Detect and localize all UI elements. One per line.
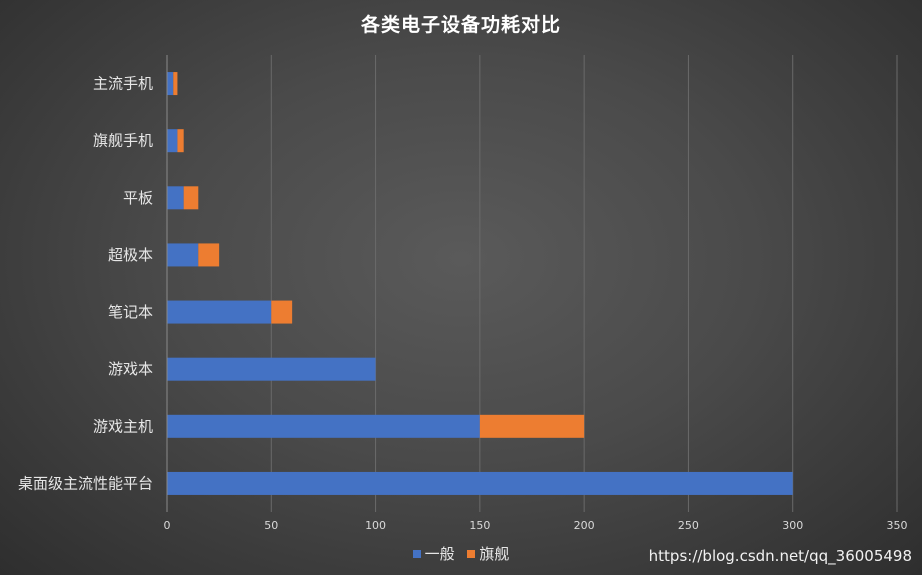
legend-item-general: 一般 [412, 543, 455, 564]
category-label: 旗舰手机 [93, 132, 153, 150]
bar-flagship [271, 300, 293, 324]
category-label: 游戏主机 [93, 417, 153, 435]
watermark-url: https://blog.csdn.net/qq_36005498 [648, 547, 912, 565]
bar-general [167, 300, 272, 324]
bar-flagship [173, 72, 178, 96]
category-label: 游戏本 [108, 360, 153, 378]
bar-general [167, 186, 184, 210]
x-tick-label: 350 [887, 519, 908, 532]
category-label: 主流手机 [93, 75, 153, 93]
bar-general [167, 72, 174, 96]
bar-flagship [183, 186, 199, 210]
x-tick-label: 100 [365, 519, 386, 532]
gridlines [270, 55, 898, 512]
bar-general [167, 357, 376, 381]
bar-general [167, 414, 480, 438]
bar-flagship [479, 414, 585, 438]
category-label: 超极本 [108, 246, 153, 264]
x-tick-label: 50 [264, 519, 278, 532]
axes: 0 50 100 150 200 250 300 350 主流手机旗舰手机平板超极本笔记本游戏本… [18, 55, 908, 532]
x-tick-label: 150 [469, 519, 490, 532]
chart-title: 各类电子设备功耗对比 [360, 14, 561, 36]
x-tick-label: 300 [782, 519, 803, 532]
bar-general [167, 243, 199, 267]
legend: 一般 旗舰 [0, 543, 922, 564]
bar-flagship [177, 129, 184, 153]
bar-flagship [198, 243, 220, 267]
x-tick-label: 200 [574, 519, 595, 532]
bar-general [167, 129, 178, 153]
legend-label-flagship: 旗舰 [479, 545, 510, 563]
bars [167, 72, 793, 495]
x-tick-label: 250 [678, 519, 699, 532]
category-label: 桌面级主流性能平台 [18, 474, 153, 492]
x-tick-label: 0 [164, 519, 171, 532]
legend-label-general: 一般 [424, 545, 455, 563]
legend-swatch-general [412, 549, 421, 558]
bar-general [167, 471, 793, 495]
category-label: 笔记本 [108, 303, 153, 321]
legend-swatch-flagship [467, 549, 476, 558]
category-label: 平板 [123, 189, 153, 207]
legend-item-flagship: 旗舰 [467, 543, 509, 564]
